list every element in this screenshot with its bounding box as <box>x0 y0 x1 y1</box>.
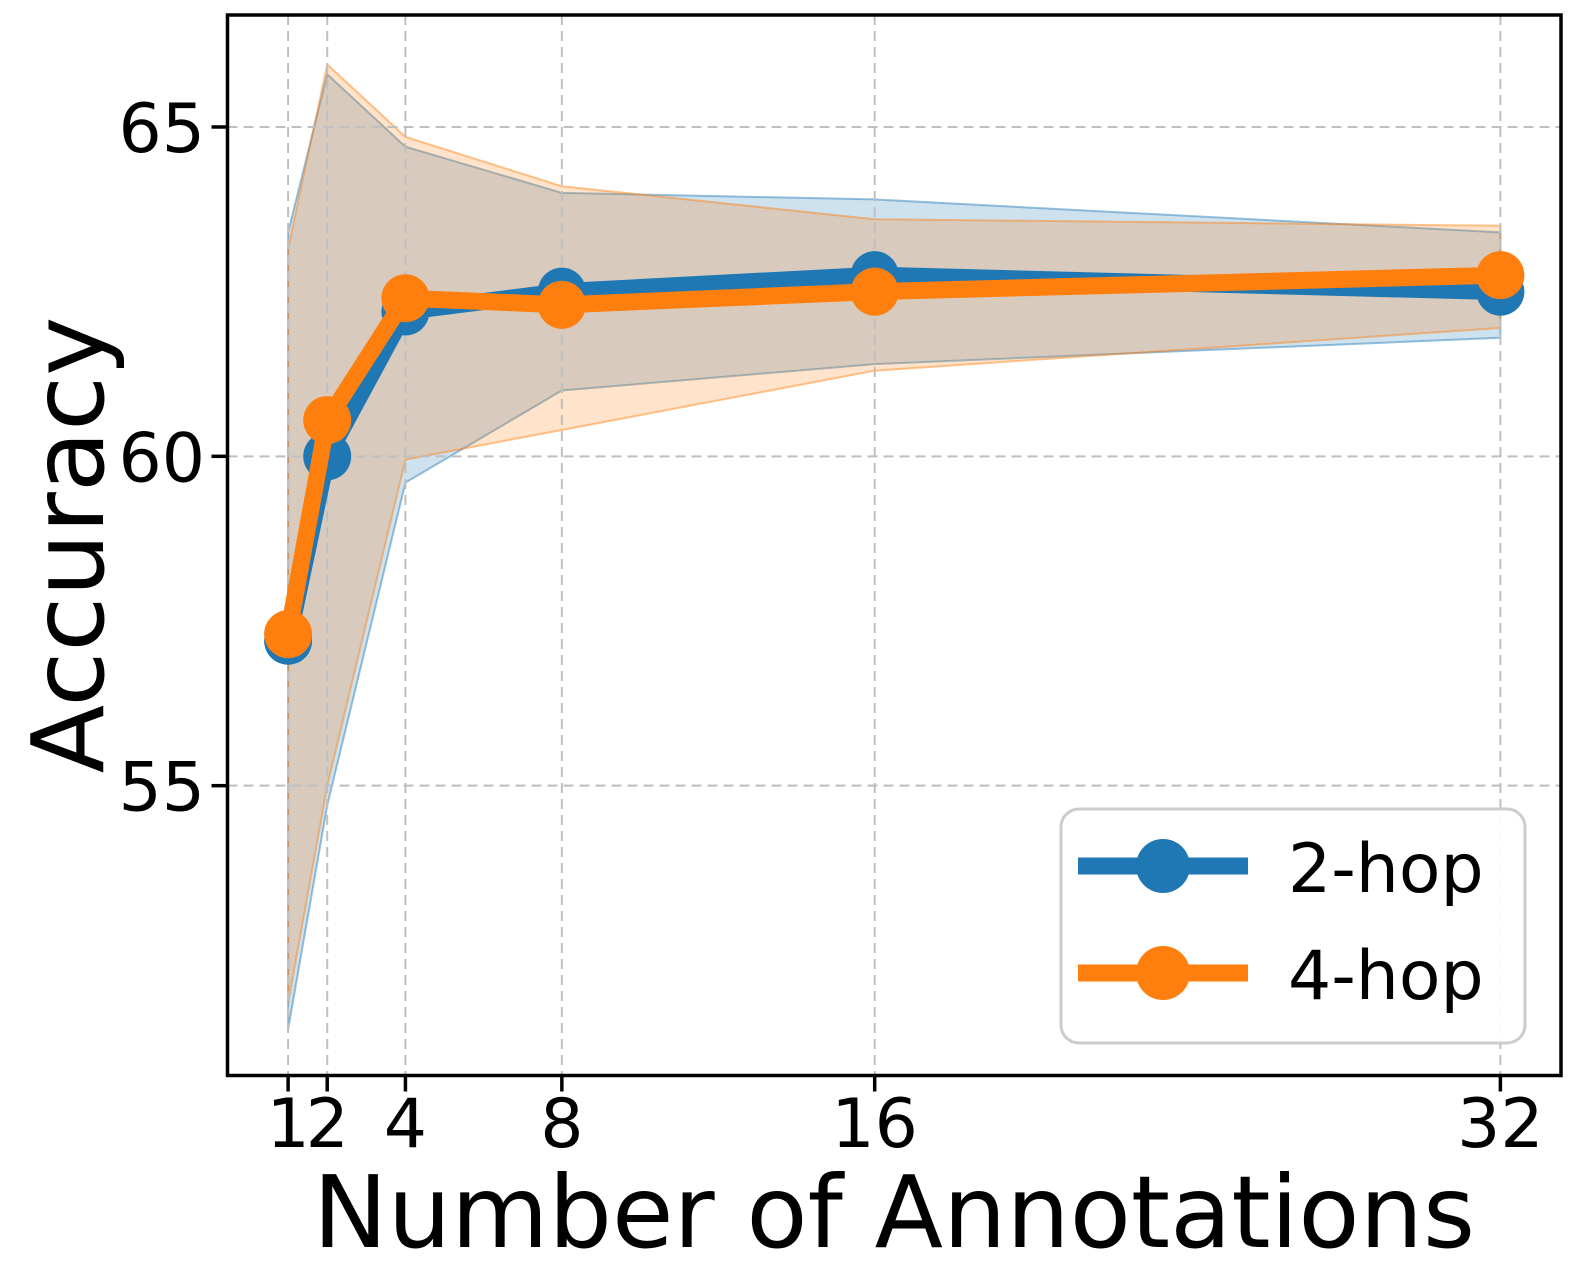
tick-label-layer: 12 4 8 16 32 55 60 65 <box>118 90 1543 1164</box>
series-line-4-hop <box>279 266 1509 643</box>
y-axis-label: Accuracy <box>10 317 127 774</box>
data-point-4-hop-x8 <box>537 280 586 329</box>
x-axis-label: Number of Annotations <box>313 1154 1475 1271</box>
data-point-4-hop-x16 <box>850 267 899 316</box>
legend-swatches <box>1078 839 1248 1000</box>
x-tick-label-2: 2 <box>306 1085 349 1164</box>
data-point-4-hop-x1 <box>264 610 313 659</box>
y-tick-label-55: 55 <box>118 749 205 828</box>
plot-frame <box>225 13 1563 1078</box>
grid-layer <box>227 15 1561 1076</box>
legend-label-2-hop: 2-hop <box>1288 830 1484 909</box>
legend-marker-4-hop <box>1136 946 1190 1000</box>
legend-label-4-hop: 4-hop <box>1288 937 1484 1016</box>
x-tick-label-8: 8 <box>540 1085 583 1164</box>
x-tick-label-16: 16 <box>831 1085 918 1164</box>
legend-marker-2-hop <box>1136 839 1190 893</box>
data-point-4-hop-x32 <box>1476 251 1525 300</box>
data-point-4-hop-x4 <box>381 274 430 323</box>
legend: 2-hop 4-hop <box>1059 807 1527 1045</box>
x-tick-label-32: 32 <box>1457 1085 1544 1164</box>
series-layer <box>264 251 1525 665</box>
tick-layer <box>211 125 1503 1092</box>
y-tick-label-60: 60 <box>118 419 205 498</box>
y-tick-label-65: 65 <box>118 90 205 169</box>
data-point-4-hop-x2 <box>303 396 352 445</box>
x-tick-label-1: 1 <box>266 1085 309 1164</box>
x-tick-label-4: 4 <box>384 1085 427 1164</box>
